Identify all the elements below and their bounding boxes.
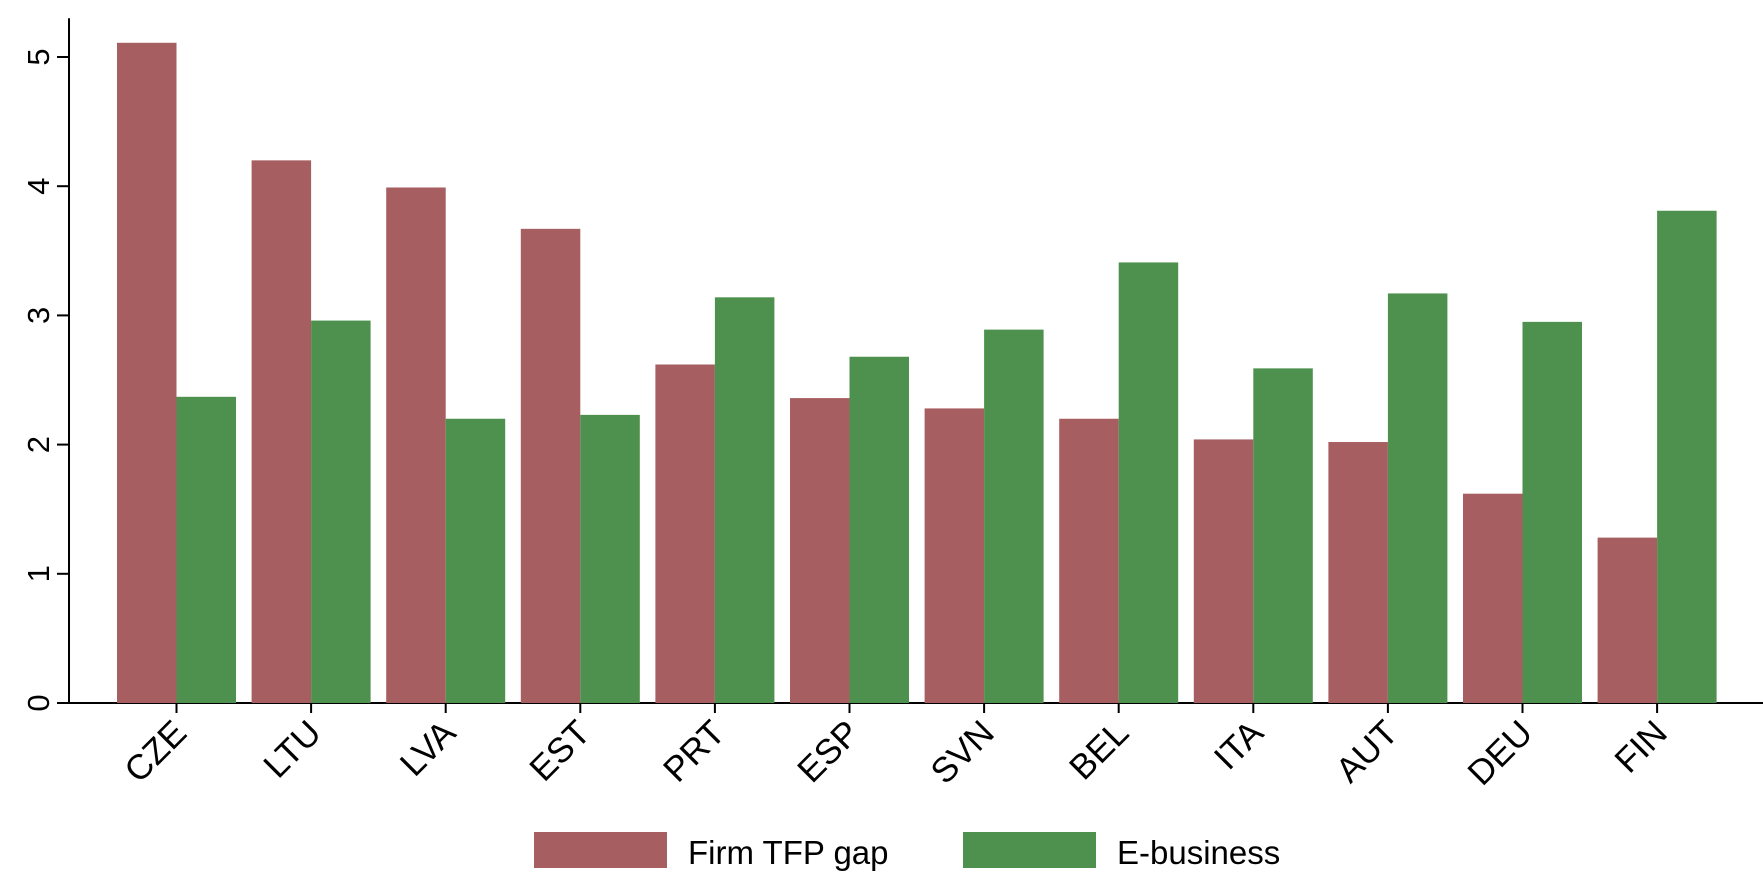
bar-deu-firm-tfp-gap <box>1463 493 1523 703</box>
bar-esp-firm-tfp-gap <box>790 398 850 703</box>
y-tick-label: 0 <box>21 694 56 711</box>
x-tick-label: BEL <box>1062 713 1136 787</box>
bar-aut-e-business <box>1387 293 1448 703</box>
x-tick-label: FIN <box>1607 713 1674 780</box>
legend-label: Firm TFP gap <box>688 834 889 871</box>
y-tick-label: 4 <box>21 178 56 195</box>
bar-esp-e-business <box>849 356 909 703</box>
x-tick-label: EST <box>522 713 598 789</box>
bar-ltu-e-business <box>311 320 371 703</box>
y-tick-label: 1 <box>21 565 56 582</box>
bar-est-e-business <box>580 414 640 703</box>
bars-group <box>117 42 1717 704</box>
x-tick-label: LTU <box>256 713 329 786</box>
bar-svn-e-business <box>984 329 1044 703</box>
bar-bel-firm-tfp-gap <box>1059 418 1119 703</box>
x-tick-label: ITA <box>1207 713 1272 778</box>
bar-prt-firm-tfp-gap <box>655 364 715 703</box>
bar-cze-firm-tfp-gap <box>117 42 177 704</box>
legend-swatch <box>534 832 667 868</box>
x-tick-label: CZE <box>117 713 194 790</box>
bar-bel-e-business <box>1118 262 1179 703</box>
bar-ita-firm-tfp-gap <box>1193 439 1254 703</box>
bar-fin-firm-tfp-gap <box>1597 537 1658 703</box>
legend-label: E-business <box>1117 834 1280 871</box>
bar-deu-e-business <box>1522 321 1582 703</box>
bar-prt-e-business <box>714 297 775 703</box>
bar-svn-firm-tfp-gap <box>924 408 985 703</box>
bar-est-firm-tfp-gap <box>520 228 581 703</box>
bar-lva-e-business <box>445 418 506 703</box>
bar-cze-e-business <box>176 396 236 703</box>
bar-ita-e-business <box>1253 368 1313 703</box>
x-tick-label: SVN <box>923 713 1001 791</box>
legend: Firm TFP gap E-business <box>534 832 1280 871</box>
legend-swatch <box>963 832 1096 868</box>
x-axis: CZE LTU LVA EST PRT ESP SVN BEL ITA AUT DEU FIN <box>69 702 1763 793</box>
x-tick-label: ESP <box>790 713 867 790</box>
y-tick-label: 3 <box>21 307 56 324</box>
bar-ltu-firm-tfp-gap <box>251 160 312 704</box>
x-tick-label: DEU <box>1460 713 1540 793</box>
y-axis: 0 1 2 3 4 5 <box>21 18 70 712</box>
bar-lva-firm-tfp-gap <box>386 187 446 704</box>
y-tick-label: 2 <box>21 436 56 453</box>
y-tick-label: 5 <box>21 48 56 65</box>
bar-aut-firm-tfp-gap <box>1328 442 1388 703</box>
bar-fin-e-business <box>1657 210 1717 703</box>
x-tick-label: LVA <box>393 713 464 784</box>
x-tick-label: AUT <box>1328 713 1405 790</box>
x-tick-label: PRT <box>656 713 733 790</box>
